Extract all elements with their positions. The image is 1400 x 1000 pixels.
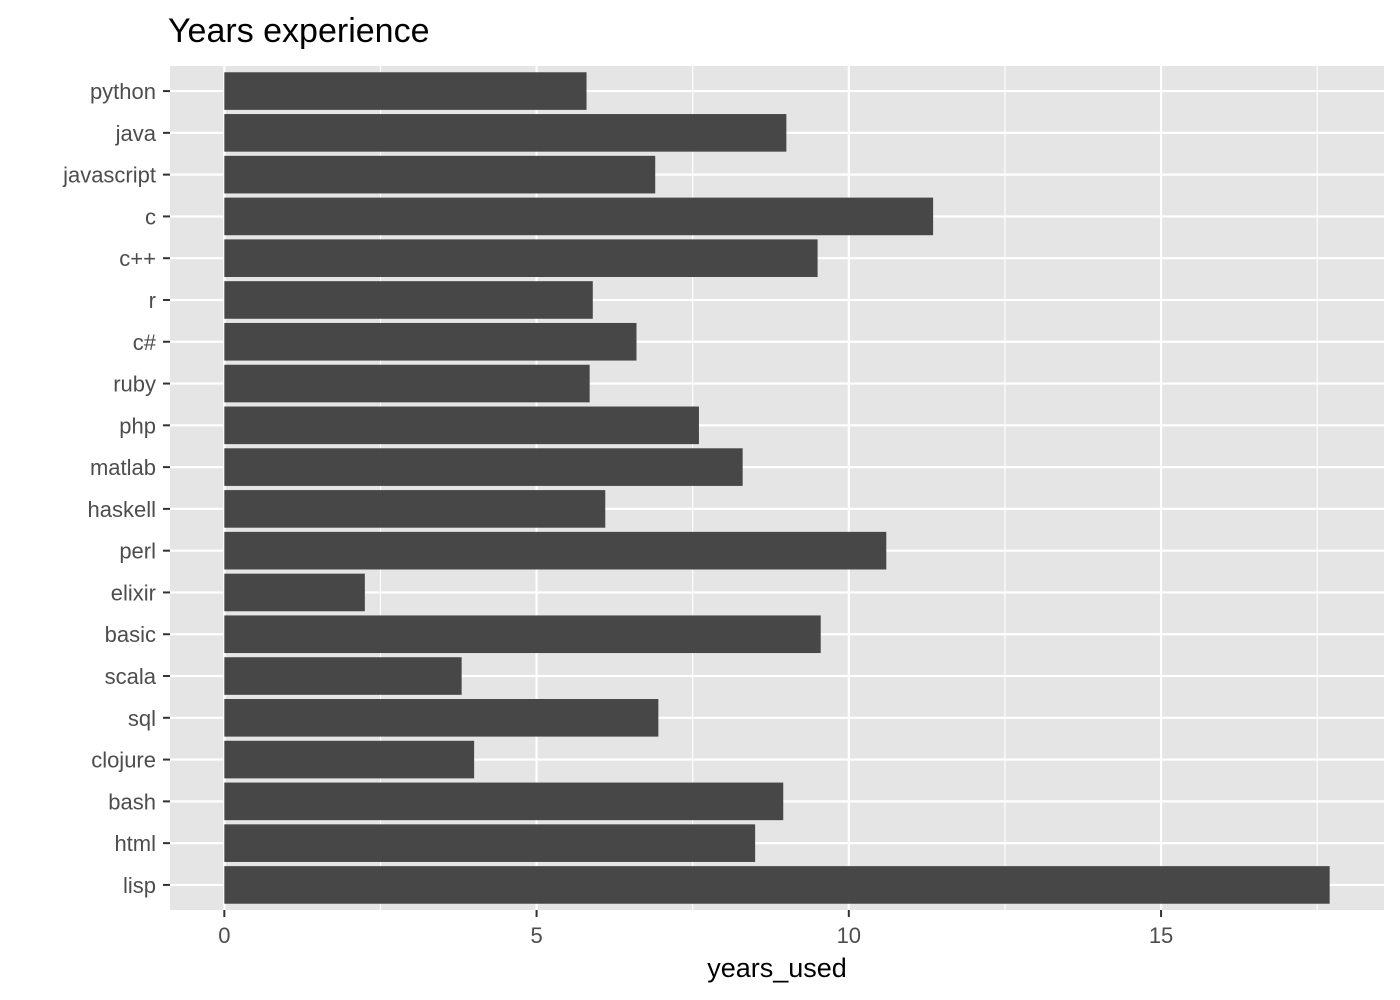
bar-c#: [224, 322, 637, 361]
bar-lisp: [224, 866, 1330, 904]
y-tick-label: c#: [133, 330, 157, 355]
x-tick-label: 15: [1149, 923, 1173, 948]
y-tick-label: html: [114, 831, 156, 856]
bar-haskell: [224, 490, 606, 528]
bar-elixir: [224, 573, 365, 612]
bar-html: [224, 824, 756, 862]
y-tick-label: scala: [105, 664, 157, 689]
x-tick-label: 10: [837, 923, 861, 948]
bar-c++: [224, 239, 818, 277]
bar-javascript: [224, 155, 656, 194]
bar-python: [224, 72, 587, 110]
bar-basic: [224, 615, 821, 654]
bars: [224, 72, 1330, 904]
bar-bash: [224, 782, 784, 821]
y-axis: python java javascript c c++ r c# ruby php matlab…: [62, 79, 170, 898]
bar-java: [224, 114, 787, 152]
x-tick-label: 0: [218, 923, 230, 948]
y-tick-label: c: [145, 204, 156, 229]
y-tick-label: bash: [108, 789, 156, 814]
y-tick-label: r: [149, 288, 156, 313]
x-axis-title: years_used: [707, 953, 847, 983]
y-tick-label: matlab: [90, 455, 156, 480]
y-tick-label: sql: [128, 706, 156, 731]
y-tick-label: clojure: [91, 748, 156, 773]
y-tick-label: ruby: [113, 372, 156, 397]
y-tick-label: haskell: [88, 497, 156, 522]
bar-r: [224, 281, 593, 319]
y-tick-label: python: [90, 79, 156, 104]
y-tick-label: php: [119, 413, 156, 438]
y-tick-label: lisp: [123, 873, 156, 898]
bar-c: [224, 197, 934, 236]
x-axis: 0 5 10 15: [218, 910, 1173, 948]
bar-php: [224, 406, 699, 445]
y-tick-label: java: [115, 121, 157, 146]
bar-matlab: [224, 448, 743, 486]
bar-sql: [224, 699, 659, 737]
y-tick-label: elixir: [111, 580, 156, 605]
x-tick-label: 5: [530, 923, 542, 948]
y-tick-label: basic: [105, 622, 156, 647]
y-tick-label: javascript: [62, 163, 156, 188]
chart-title: Years experience: [168, 12, 429, 50]
bar-clojure: [224, 740, 475, 779]
bar-ruby: [224, 364, 590, 403]
bar-scala: [224, 657, 462, 695]
bar-perl: [224, 531, 887, 570]
y-tick-label: perl: [119, 539, 156, 564]
y-tick-label: c++: [119, 246, 156, 271]
